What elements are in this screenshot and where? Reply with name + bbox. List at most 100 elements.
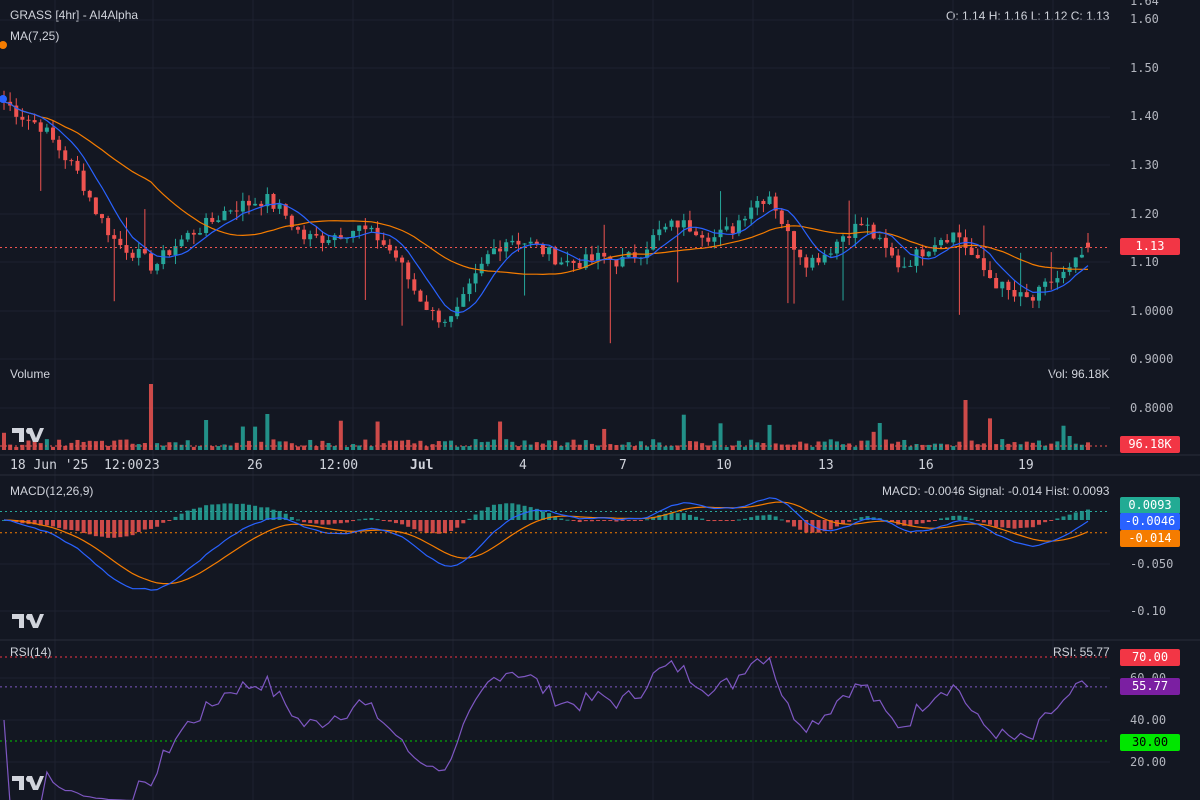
candle-body bbox=[853, 223, 858, 238]
volume-bar bbox=[700, 443, 705, 450]
macd-hist-bar bbox=[265, 507, 270, 520]
candle-body bbox=[871, 224, 876, 239]
candle-body bbox=[412, 279, 417, 291]
macd-hist-bar bbox=[602, 520, 607, 521]
candle-body bbox=[63, 150, 68, 161]
candle-body bbox=[332, 235, 337, 241]
candle-body bbox=[26, 119, 31, 121]
macd-hist-bar bbox=[357, 519, 362, 521]
candle-body bbox=[1073, 257, 1078, 268]
macd-hist-bar bbox=[798, 520, 803, 530]
volume-bar bbox=[749, 439, 754, 450]
volume-bar bbox=[191, 446, 196, 450]
volume-bar bbox=[1067, 436, 1072, 450]
volume-bar bbox=[338, 420, 343, 450]
volume-bar bbox=[161, 445, 166, 450]
candle-body bbox=[210, 217, 215, 222]
macd-hist-bar bbox=[663, 513, 668, 520]
macd-hist-bar bbox=[608, 520, 613, 521]
macd-hist-bar bbox=[975, 520, 980, 521]
candle-body bbox=[1037, 286, 1042, 301]
volume-bar bbox=[179, 444, 184, 450]
candle-body bbox=[945, 240, 950, 243]
volume-bar bbox=[945, 444, 950, 450]
candle-body bbox=[1018, 292, 1023, 297]
candle-body bbox=[816, 257, 821, 263]
candle-body bbox=[767, 196, 772, 204]
volume-bar bbox=[449, 440, 454, 450]
candle-body bbox=[424, 301, 429, 310]
volume-bar bbox=[302, 445, 307, 450]
macd-hist-bar bbox=[883, 519, 888, 521]
volume-label[interactable]: Volume bbox=[10, 367, 51, 381]
macd-label[interactable]: MACD(12,26,9) bbox=[10, 484, 94, 498]
candle-body bbox=[810, 257, 815, 268]
macd-hist-bar bbox=[436, 520, 441, 534]
tradingview-logo-icon bbox=[12, 614, 44, 628]
candle-body bbox=[632, 252, 637, 259]
macd-hist-bar bbox=[816, 520, 821, 533]
candle-body bbox=[32, 120, 37, 123]
volume-bar bbox=[155, 443, 160, 450]
candle-body bbox=[75, 160, 80, 171]
macd-hist-bar bbox=[651, 516, 656, 520]
volume-bar bbox=[1006, 443, 1011, 450]
candle-body bbox=[681, 220, 686, 228]
volume-bar bbox=[687, 441, 692, 450]
volume-bar bbox=[142, 442, 147, 450]
candle-body bbox=[112, 235, 117, 239]
candle-body bbox=[773, 196, 778, 211]
macd-hist-bar bbox=[412, 520, 417, 530]
macd-hist-bar bbox=[185, 510, 190, 520]
macd-tick: -0.050 bbox=[1130, 557, 1174, 571]
candle-body bbox=[749, 207, 754, 219]
volume-bar bbox=[675, 445, 680, 450]
volume-tag: 96.18K bbox=[1120, 436, 1180, 453]
candle-body bbox=[467, 283, 472, 295]
volume-bar bbox=[896, 441, 901, 450]
volume-bar bbox=[706, 445, 711, 450]
macd-hist-bar bbox=[148, 520, 153, 529]
candle-body bbox=[418, 290, 423, 302]
volume-bar bbox=[106, 445, 111, 450]
volume-bar bbox=[890, 443, 895, 450]
macd-hist-bar bbox=[124, 520, 129, 537]
macd-hist-bar bbox=[528, 507, 533, 520]
volume-bar bbox=[645, 446, 650, 450]
rsi-label[interactable]: RSI(14) bbox=[10, 645, 52, 659]
chart-title: GRASS [4hr] - AI4Alpha bbox=[10, 8, 139, 22]
candle-body bbox=[706, 237, 711, 242]
price-tick: 1.20 bbox=[1130, 207, 1159, 221]
candle-body bbox=[259, 203, 264, 207]
macd-hist-bar bbox=[400, 520, 405, 525]
volume-bar bbox=[436, 441, 441, 450]
volume-bar bbox=[602, 428, 607, 450]
volume-bar bbox=[516, 446, 521, 450]
volume-readout: Vol: 96.18K bbox=[1048, 367, 1110, 381]
candle-body bbox=[883, 237, 888, 248]
volume-bar bbox=[1086, 442, 1090, 450]
macd-signal-line bbox=[3, 501, 1089, 585]
candle-body bbox=[14, 105, 19, 117]
macd-hist-bar bbox=[559, 518, 564, 520]
candle-body bbox=[50, 127, 55, 140]
candle-body bbox=[736, 220, 741, 234]
macd-signal-tag: -0.014 bbox=[1120, 530, 1180, 547]
ma-legend-label[interactable]: MA(7,25) bbox=[10, 29, 60, 43]
macd-hist-bar bbox=[179, 513, 184, 520]
volume-bar bbox=[167, 442, 172, 450]
ma25-marker bbox=[0, 41, 7, 49]
volume-bar bbox=[130, 443, 135, 450]
macd-hist-bar bbox=[1006, 520, 1011, 528]
candle-body bbox=[559, 262, 564, 265]
macd-hist-bar bbox=[289, 517, 294, 520]
tradingview-logo-icon bbox=[12, 428, 44, 442]
macd-hist-bar bbox=[81, 520, 86, 534]
macd-hist-bar bbox=[1037, 520, 1042, 525]
candle-body bbox=[216, 220, 221, 222]
macd-hist-bar bbox=[326, 520, 331, 525]
macd-hist-bar bbox=[204, 505, 209, 520]
time-tick: Jul bbox=[410, 458, 434, 473]
macd-hist-bar bbox=[191, 508, 196, 520]
